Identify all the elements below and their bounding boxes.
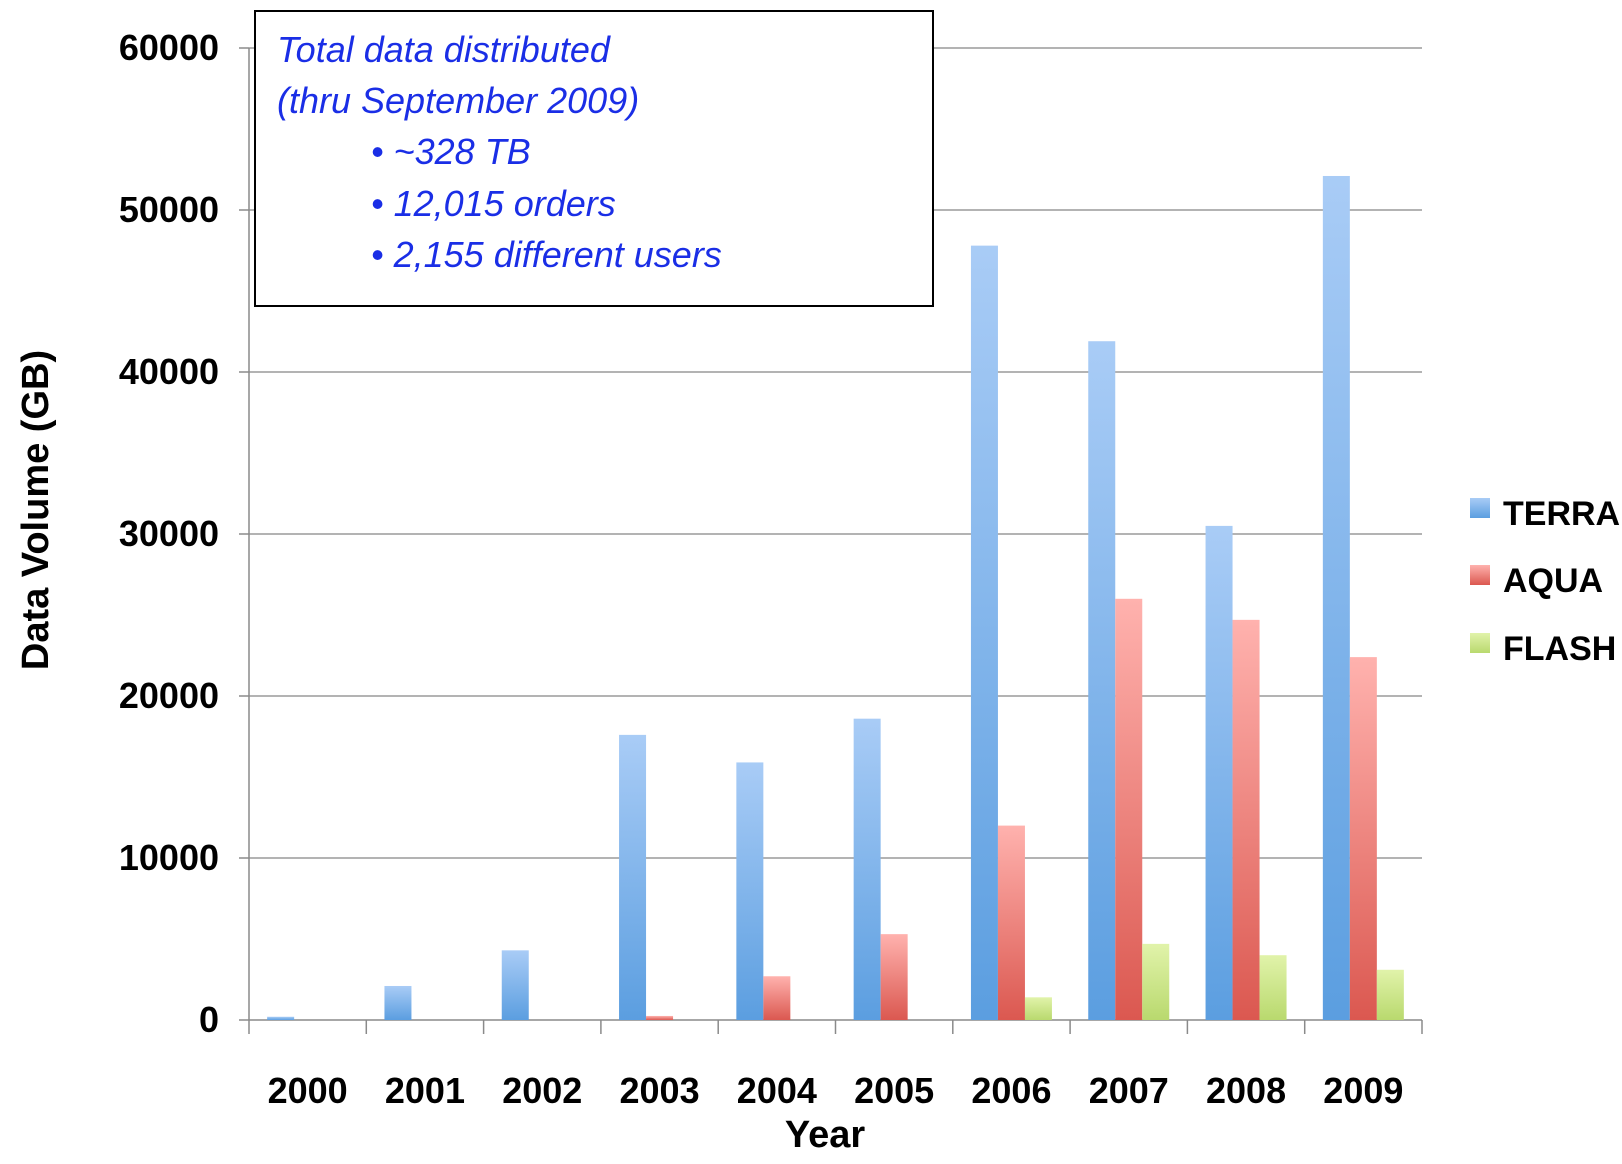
x-tick-label: 2002	[502, 1070, 582, 1111]
y-tick-label: 20000	[119, 675, 219, 716]
bar-terra-2009	[1322, 175, 1350, 1021]
y-tick-labels: 0 10000 20000 30000 40000 50000 60000	[119, 27, 219, 1040]
bar-aqua-2003	[646, 1015, 674, 1020]
bar-terra-2005	[853, 718, 881, 1020]
annotation-bullet-3: • 2,155 different users	[371, 234, 722, 275]
x-tick-label: 2003	[620, 1070, 700, 1111]
bar-aqua-2005	[880, 934, 908, 1020]
bar-aqua-2008	[1232, 619, 1260, 1020]
x-tick-label: 2006	[971, 1070, 1051, 1111]
x-tick-label: 2001	[385, 1070, 465, 1111]
bar-terra-2001	[384, 985, 412, 1020]
bar-terra-2004	[736, 762, 764, 1020]
annotation-frame	[254, 10, 934, 307]
annotation-box: Total data distributed (thru September 2…	[254, 10, 934, 307]
annotation-bullet-2: • 12,015 orders	[371, 183, 616, 224]
legend: TERRA AQUA FLASH	[1470, 495, 1620, 668]
annotation-bullet-1: • ~328 TB	[371, 131, 531, 172]
x-tick-label: 2008	[1206, 1070, 1286, 1111]
bar-aqua-2007	[1115, 598, 1143, 1020]
x-tick-labels: 2000 2001 2002 2003 2004 2005 2006 2007 2008 2009	[268, 1070, 1404, 1111]
y-tick-label: 40000	[119, 351, 219, 392]
bar-terra-2003	[619, 734, 647, 1020]
y-tick-label: 50000	[119, 189, 219, 230]
bar-flash-2007	[1142, 943, 1170, 1020]
bar-terra-2007	[1088, 341, 1116, 1021]
bar-flash-2009	[1376, 969, 1404, 1020]
bar-flash-2008	[1259, 955, 1287, 1020]
legend-swatch-flash	[1470, 633, 1490, 653]
bar-terra-2008	[1205, 525, 1233, 1020]
bar-aqua-2009	[1349, 657, 1377, 1020]
legend-label-flash: FLASH	[1503, 630, 1616, 668]
y-tick-label: 60000	[119, 27, 219, 68]
legend-swatch-terra	[1470, 498, 1490, 518]
legend-swatch-aqua	[1470, 565, 1490, 585]
y-axis-title: Data Volume (GB)	[15, 350, 57, 670]
legend-label-terra: TERRA	[1503, 495, 1620, 533]
annotation-line-2: (thru September 2009)	[277, 80, 639, 121]
bar-terra-2002	[501, 950, 529, 1020]
bars	[267, 175, 1404, 1021]
x-tick-label: 2007	[1089, 1070, 1169, 1111]
y-tick-label: 10000	[119, 837, 219, 878]
bar-terra-2006	[970, 245, 998, 1020]
x-tick-label: 2000	[268, 1070, 348, 1111]
x-tick-label: 2005	[854, 1070, 934, 1111]
legend-label-aqua: AQUA	[1503, 562, 1603, 600]
y-tick-label: 30000	[119, 513, 219, 554]
bar-aqua-2004	[763, 976, 791, 1020]
x-axis-title: Year	[785, 1114, 866, 1156]
bar-aqua-2006	[997, 825, 1025, 1020]
annotation-line-1: Total data distributed	[277, 29, 611, 70]
x-tick-label: 2004	[737, 1070, 817, 1111]
bar-flash-2006	[1024, 997, 1052, 1020]
y-tick-label: 0	[199, 999, 219, 1040]
bar-terra-2000	[267, 1016, 295, 1020]
x-tick-label: 2009	[1323, 1070, 1403, 1111]
